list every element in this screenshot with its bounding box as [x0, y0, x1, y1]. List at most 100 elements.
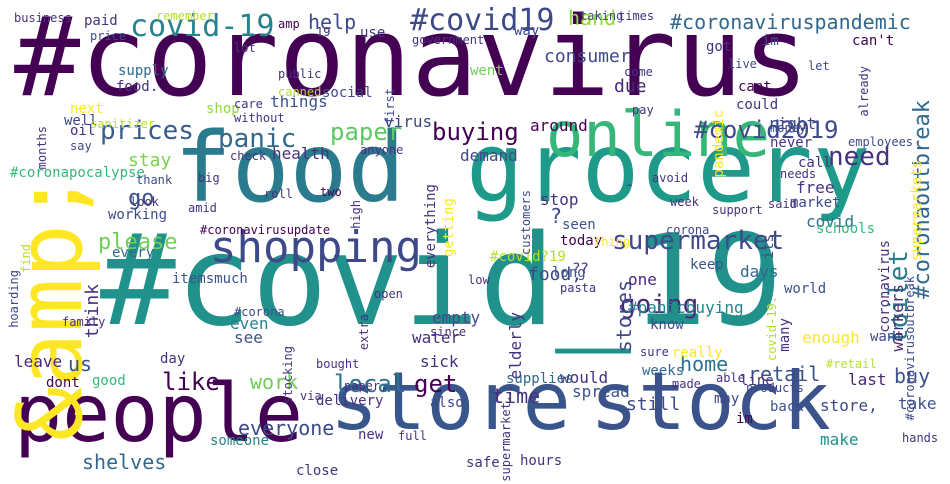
cloud-word: let: [808, 60, 830, 72]
cloud-word: products: [746, 382, 804, 394]
cloud-word: lot: [234, 42, 256, 54]
cloud-word: us: [68, 354, 92, 374]
cloud-word: thank: [136, 174, 172, 186]
cloud-word: store,: [820, 398, 878, 414]
cloud-word: since: [430, 326, 466, 338]
cloud-word: months: [36, 126, 48, 169]
cloud-word: im: [736, 412, 753, 426]
cloud-word: everything: [424, 184, 438, 268]
cloud-word: could: [736, 98, 778, 112]
cloud-word: stocking: [282, 346, 294, 404]
cloud-word: money: [770, 122, 806, 134]
cloud-word: make: [820, 432, 859, 448]
cloud-word: amid: [188, 202, 217, 214]
cloud-word: one: [628, 272, 657, 288]
cloud-word: hoarding: [8, 270, 20, 328]
cloud-word: week: [670, 196, 699, 208]
cloud-word: support: [712, 204, 763, 216]
cloud-word: good: [92, 374, 126, 388]
cloud-word: -: [624, 176, 635, 194]
cloud-word: social: [322, 86, 373, 100]
cloud-word: business: [14, 12, 72, 24]
cloud-word: sick: [420, 354, 459, 370]
cloud-word: safe: [466, 456, 500, 470]
cloud-word: amp: [278, 18, 300, 30]
cloud-word: getting: [442, 198, 456, 257]
cloud-word: look: [130, 196, 159, 208]
cloud-word: days: [740, 264, 779, 280]
cloud-word: back: [770, 400, 804, 414]
cloud-word: buying: [432, 120, 519, 144]
cloud-word: consumer: [544, 48, 631, 66]
cloud-word: first: [384, 88, 396, 124]
cloud-word: day: [160, 352, 185, 366]
cloud-word: supermarkets: [910, 160, 924, 261]
cloud-word: never: [770, 136, 812, 150]
cloud-word: live: [728, 58, 757, 70]
cloud-word: care: [234, 98, 263, 110]
cloud-word: paper,: [344, 380, 387, 392]
cloud-word: got: [706, 40, 731, 54]
cloud-word: hours: [520, 454, 562, 468]
cloud-word: seen: [562, 218, 596, 232]
cloud-word: dont: [46, 376, 80, 390]
cloud-word: check: [230, 150, 266, 162]
cloud-word: working: [108, 208, 167, 222]
cloud-word: hands: [902, 432, 938, 444]
cloud-word: high: [350, 200, 362, 229]
cloud-word: #coronavirusoutbreak: [904, 276, 916, 421]
cloud-word: extra: [358, 314, 370, 350]
cloud-word: 19: [316, 26, 330, 38]
cloud-word: new: [358, 428, 383, 442]
cloud-word: its: [762, 234, 776, 259]
cloud-word: come: [624, 66, 653, 78]
cloud-word: without: [234, 112, 285, 124]
cloud-word: #panicbuying: [628, 300, 744, 316]
cloud-word: government: [412, 34, 484, 46]
cloud-word: ?: [550, 206, 562, 226]
cloud-word: pay: [632, 104, 654, 116]
cloud-word: find: [20, 244, 32, 273]
cloud-word: say: [70, 140, 92, 152]
cloud-word: sure: [640, 346, 669, 358]
cloud-word: really: [672, 346, 723, 360]
cloud-word: corona: [666, 224, 709, 236]
cloud-word: #retail: [826, 358, 877, 370]
cloud-word: two: [320, 186, 342, 198]
cloud-word: covid-19.: [766, 296, 778, 361]
cloud-word: already: [858, 66, 870, 117]
cloud-word: pandemic: [712, 110, 726, 177]
cloud-word: also: [430, 396, 464, 410]
cloud-word: still: [626, 396, 680, 414]
cloud-word: bought: [316, 358, 359, 370]
cloud-word: #corona: [234, 306, 285, 318]
cloud-word: know: [650, 318, 684, 332]
cloud-word: made: [672, 378, 701, 390]
cloud-word: thing: [594, 236, 630, 248]
cloud-word: went: [470, 64, 504, 78]
cloud-word: itemsmuch: [172, 272, 248, 286]
cloud-word: said: [768, 198, 797, 210]
cloud-word: enough: [802, 330, 860, 346]
cloud-word: customers: [520, 190, 532, 255]
cloud-word: empty: [432, 310, 480, 326]
cloud-word: around: [530, 118, 588, 134]
cloud-word: leave: [14, 354, 62, 370]
cloud-word: supermarket.: [500, 395, 512, 482]
cloud-word: low: [468, 274, 490, 286]
cloud-word: ??: [572, 262, 589, 276]
cloud-word: free: [796, 180, 835, 196]
cloud-word: sanitizer: [90, 118, 155, 130]
cloud-word: needs: [780, 168, 816, 180]
cloud-word: im: [762, 34, 779, 48]
cloud-word: many: [778, 318, 792, 352]
cloud-word: elderly: [508, 312, 524, 379]
cloud-word: last: [848, 372, 887, 388]
cloud-word: every: [112, 246, 154, 260]
cloud-word: world: [784, 282, 826, 296]
cloud-word: can't: [852, 34, 894, 48]
cloud-word: via: [300, 390, 322, 402]
cloud-word: get: [414, 372, 457, 396]
cloud-word: employees: [848, 136, 913, 148]
cloud-word: market: [790, 196, 841, 210]
